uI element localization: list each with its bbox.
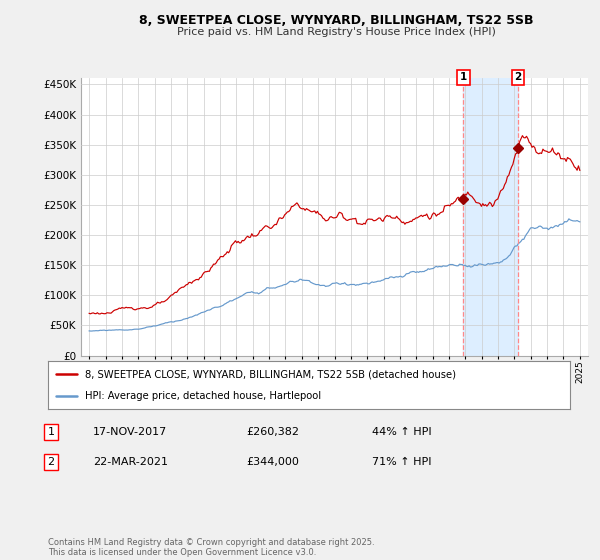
- Text: £260,382: £260,382: [246, 427, 299, 437]
- Text: 1: 1: [460, 72, 467, 82]
- Bar: [463, 78, 518, 356]
- Text: 44% ↑ HPI: 44% ↑ HPI: [372, 427, 431, 437]
- Text: Contains HM Land Registry data © Crown copyright and database right 2025.
This d: Contains HM Land Registry data © Crown c…: [48, 538, 374, 557]
- Text: 17-NOV-2017: 17-NOV-2017: [93, 427, 167, 437]
- Text: 22-MAR-2021: 22-MAR-2021: [93, 457, 168, 467]
- Text: Price paid vs. HM Land Registry's House Price Index (HPI): Price paid vs. HM Land Registry's House …: [176, 27, 496, 37]
- Text: £344,000: £344,000: [246, 457, 299, 467]
- Text: 71% ↑ HPI: 71% ↑ HPI: [372, 457, 431, 467]
- Text: 8, SWEETPEA CLOSE, WYNYARD, BILLINGHAM, TS22 5SB (detached house): 8, SWEETPEA CLOSE, WYNYARD, BILLINGHAM, …: [85, 369, 455, 379]
- Text: 1: 1: [47, 427, 55, 437]
- Text: HPI: Average price, detached house, Hartlepool: HPI: Average price, detached house, Hart…: [85, 391, 320, 401]
- Text: 2: 2: [47, 457, 55, 467]
- Text: 2: 2: [514, 72, 521, 82]
- Text: 8, SWEETPEA CLOSE, WYNYARD, BILLINGHAM, TS22 5SB: 8, SWEETPEA CLOSE, WYNYARD, BILLINGHAM, …: [139, 14, 533, 27]
